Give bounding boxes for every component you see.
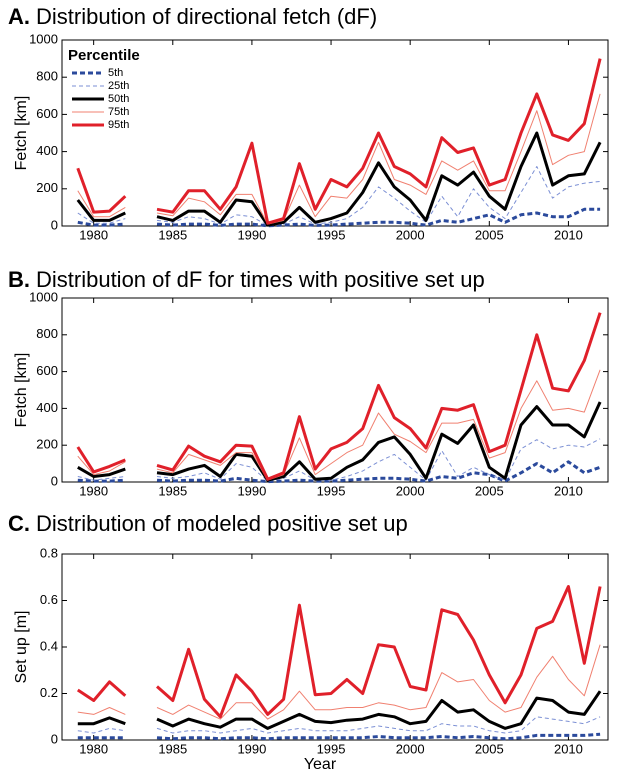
x-tick-label: 1985: [158, 227, 187, 242]
series-line: [76, 585, 602, 719]
y-tick-label: 800: [36, 69, 58, 84]
series-line: [77, 166, 601, 226]
x-tick-label: 2010: [554, 483, 583, 498]
x-axis-label: Year: [304, 756, 337, 773]
y-tick-label: 0.6: [40, 592, 58, 607]
x-tick-label: 2000: [396, 741, 425, 756]
panel-title: B. Distribution of dF for times with posi…: [8, 267, 485, 292]
panel-label: A.: [8, 4, 30, 29]
y-tick-label: 200: [36, 180, 58, 195]
axes-box: [61, 553, 609, 741]
y-tick-label: 400: [36, 400, 58, 415]
x-tick-label: 2010: [554, 227, 583, 242]
y-tick-label: 400: [36, 143, 58, 158]
y-tick-label: 0.4: [40, 638, 58, 653]
series-line: [77, 732, 601, 741]
panel-label: C.: [8, 511, 30, 536]
series-line: [76, 58, 602, 225]
y-tick-label: 600: [36, 106, 58, 121]
x-tick-label: 2000: [396, 227, 425, 242]
panel-title-text: Distribution of directional fetch (dF): [36, 4, 377, 29]
y-tick-label: 0.2: [40, 685, 58, 700]
x-tick-label: 2005: [475, 483, 504, 498]
legend-label: 50th: [108, 93, 129, 105]
x-tick-label: 1985: [158, 483, 187, 498]
y-axis-label: Fetch [km]: [13, 353, 30, 428]
y-tick-label: 600: [36, 363, 58, 378]
series-line: [77, 438, 601, 482]
x-tick-label: 1985: [158, 741, 187, 756]
series-line: [77, 369, 601, 481]
x-tick-label: 1995: [317, 741, 346, 756]
legend-title: Percentile: [68, 47, 140, 64]
series-line: [76, 312, 602, 481]
y-axis-label: Fetch [km]: [13, 96, 30, 171]
series-line: [77, 207, 601, 228]
y-tick-label: 1000: [29, 289, 58, 304]
panel-title: A. Distribution of directional fetch (dF): [8, 4, 377, 29]
y-tick-label: 0: [51, 217, 58, 232]
panel-label: B.: [8, 267, 30, 292]
y-tick-label: 1000: [29, 31, 58, 46]
x-tick-label: 2000: [396, 483, 425, 498]
axes-box: [61, 39, 609, 227]
panel-title-text: Distribution of modeled positive set up: [36, 511, 408, 536]
x-tick-label: 1980: [79, 227, 108, 242]
panel-title-text: Distribution of dF for times with positi…: [36, 267, 485, 292]
x-tick-label: 1995: [317, 483, 346, 498]
legend-label: 95th: [108, 119, 129, 131]
x-tick-label: 2005: [475, 227, 504, 242]
x-tick-label: 1990: [237, 741, 266, 756]
series-line: [77, 716, 601, 734]
series-line: [77, 401, 602, 482]
series-line: [77, 690, 602, 730]
legend-label: 25th: [108, 80, 129, 92]
series-line: [77, 460, 601, 484]
panel-title: C. Distribution of modeled positive set u…: [8, 511, 408, 536]
series-line: [76, 131, 602, 227]
legend-label: 75th: [108, 106, 129, 118]
y-tick-label: 800: [36, 326, 58, 341]
axes-box: [61, 297, 609, 483]
series-line: [77, 93, 601, 225]
y-tick-label: 0: [51, 473, 58, 488]
series-line: [77, 644, 601, 720]
x-tick-label: 2005: [475, 741, 504, 756]
y-tick-label: 0.8: [40, 545, 58, 560]
y-axis-label: Set up [m]: [13, 611, 30, 684]
y-tick-label: 0: [51, 731, 58, 746]
x-tick-label: 1995: [317, 227, 346, 242]
x-tick-label: 1990: [237, 483, 266, 498]
x-tick-label: 1990: [237, 227, 266, 242]
x-tick-label: 1980: [79, 483, 108, 498]
x-tick-label: 1980: [79, 741, 108, 756]
y-tick-label: 200: [36, 437, 58, 452]
x-tick-label: 2010: [554, 741, 583, 756]
legend-label: 5th: [108, 67, 123, 79]
